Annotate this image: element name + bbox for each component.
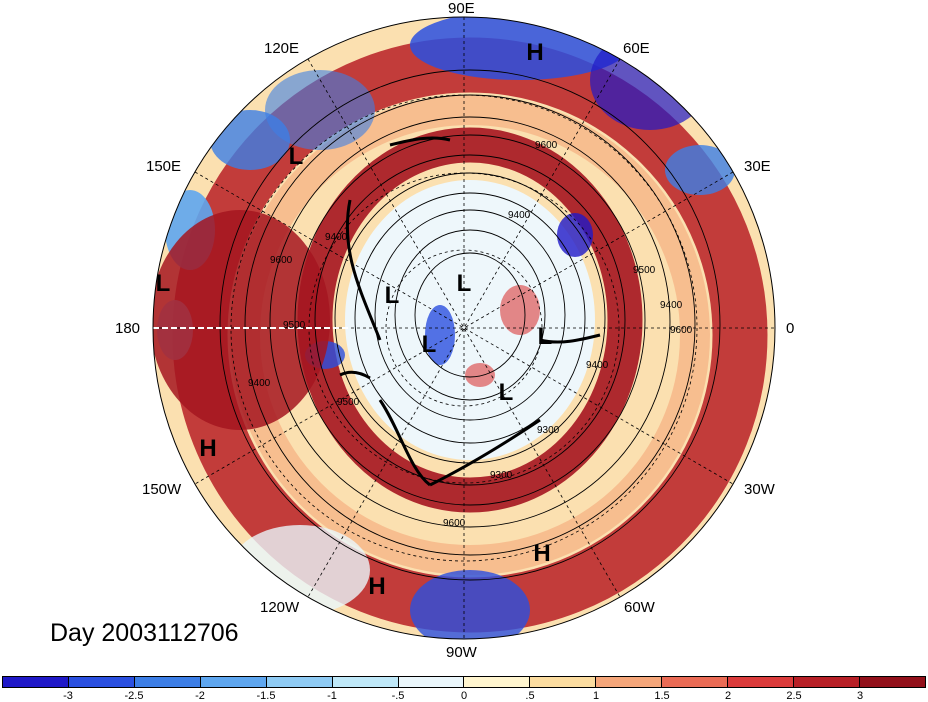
colorbar-swatch bbox=[134, 677, 201, 687]
lon-label-150w: 150W bbox=[142, 481, 182, 498]
lon-label-120e: 120E bbox=[264, 40, 300, 57]
colorbar-tick-label: -2 bbox=[195, 690, 205, 702]
lon-label-90e: 90E bbox=[448, 0, 475, 17]
colorbar-tick-label: -1 bbox=[327, 690, 337, 702]
contour-label: 9400 bbox=[586, 360, 609, 371]
colorbar-swatch bbox=[530, 677, 597, 687]
contour-label: 9500 bbox=[337, 397, 360, 408]
lon-label-0: 0 bbox=[786, 320, 795, 337]
low-pressure-marker: L bbox=[288, 143, 304, 170]
lon-label-180: 180 bbox=[115, 320, 141, 337]
lon-label-120w: 120W bbox=[260, 599, 300, 616]
colorbar-swatch bbox=[332, 677, 399, 687]
colorbar bbox=[2, 676, 926, 688]
low-pressure-marker: L bbox=[421, 331, 437, 358]
colorbar-swatch bbox=[662, 677, 729, 687]
lon-label-30w: 30W bbox=[744, 481, 775, 498]
contour-label: 9600 bbox=[270, 255, 293, 266]
height-contours bbox=[219, 69, 721, 581]
colorbar-tick-label: -.5 bbox=[391, 690, 405, 702]
contour-label: 9500 bbox=[633, 265, 656, 276]
colorbar-swatch bbox=[200, 677, 267, 687]
day-label: Day 2003112706 bbox=[50, 619, 239, 647]
colorbar-tick-label: 2.5 bbox=[786, 690, 802, 702]
colorbar-swatch bbox=[728, 677, 795, 687]
lon-label-150e: 150E bbox=[146, 158, 182, 175]
contour-label: 9300 bbox=[490, 470, 513, 481]
low-pressure-marker: L bbox=[537, 323, 553, 350]
map-boundary bbox=[152, 16, 776, 640]
colorbar-swatch bbox=[398, 677, 465, 687]
colorbar-tick-label: 1.5 bbox=[654, 690, 670, 702]
colorbar-tick-label: 1 bbox=[592, 690, 600, 702]
colorbar-swatch bbox=[68, 677, 135, 687]
contour-label: 9400 bbox=[248, 378, 271, 389]
low-pressure-marker: L bbox=[384, 282, 400, 309]
contour-label: 9600 bbox=[670, 325, 693, 336]
contour-label: 9300 bbox=[537, 425, 560, 436]
colorbar-swatch bbox=[794, 677, 860, 687]
contour-label: 9400 bbox=[325, 232, 348, 243]
low-pressure-marker: L bbox=[456, 270, 472, 297]
contour-label: 9600 bbox=[535, 140, 558, 151]
contour-label: 9600 bbox=[443, 518, 466, 529]
colorbar-tick-label: -1.5 bbox=[256, 690, 276, 702]
colorbar-tick-label: 3 bbox=[856, 690, 864, 702]
lon-label-30e: 30E bbox=[744, 158, 771, 175]
colorbar-tick-label: 2 bbox=[724, 690, 732, 702]
colorbar-tick-label: -3 bbox=[63, 690, 73, 702]
contour-label: 9500 bbox=[283, 320, 306, 331]
lon-label-60w: 60W bbox=[624, 599, 655, 616]
colorbar-swatch bbox=[266, 677, 333, 687]
high-pressure-marker: H bbox=[526, 39, 544, 66]
lon-label-90w: 90W bbox=[446, 644, 477, 661]
contour-label: 9400 bbox=[508, 210, 531, 221]
high-pressure-marker: H bbox=[199, 435, 217, 462]
colorbar-tick-label: -2.5 bbox=[124, 690, 144, 702]
lon-label-60e: 60E bbox=[623, 40, 650, 57]
colorbar-swatch bbox=[596, 677, 663, 687]
low-pressure-marker: L bbox=[155, 270, 171, 297]
colorbar-tick-label: .5 bbox=[525, 690, 535, 702]
high-pressure-marker: H bbox=[368, 573, 386, 600]
colorbar-tick-label: 0 bbox=[460, 690, 468, 702]
colorbar-swatch bbox=[464, 677, 531, 687]
contour-label: 9400 bbox=[660, 300, 683, 311]
low-pressure-marker: L bbox=[498, 379, 514, 406]
high-pressure-marker: H bbox=[533, 540, 551, 567]
jet-streaks bbox=[339, 136, 601, 487]
colorbar-swatch bbox=[3, 677, 69, 687]
colorbar-swatch bbox=[859, 677, 925, 687]
